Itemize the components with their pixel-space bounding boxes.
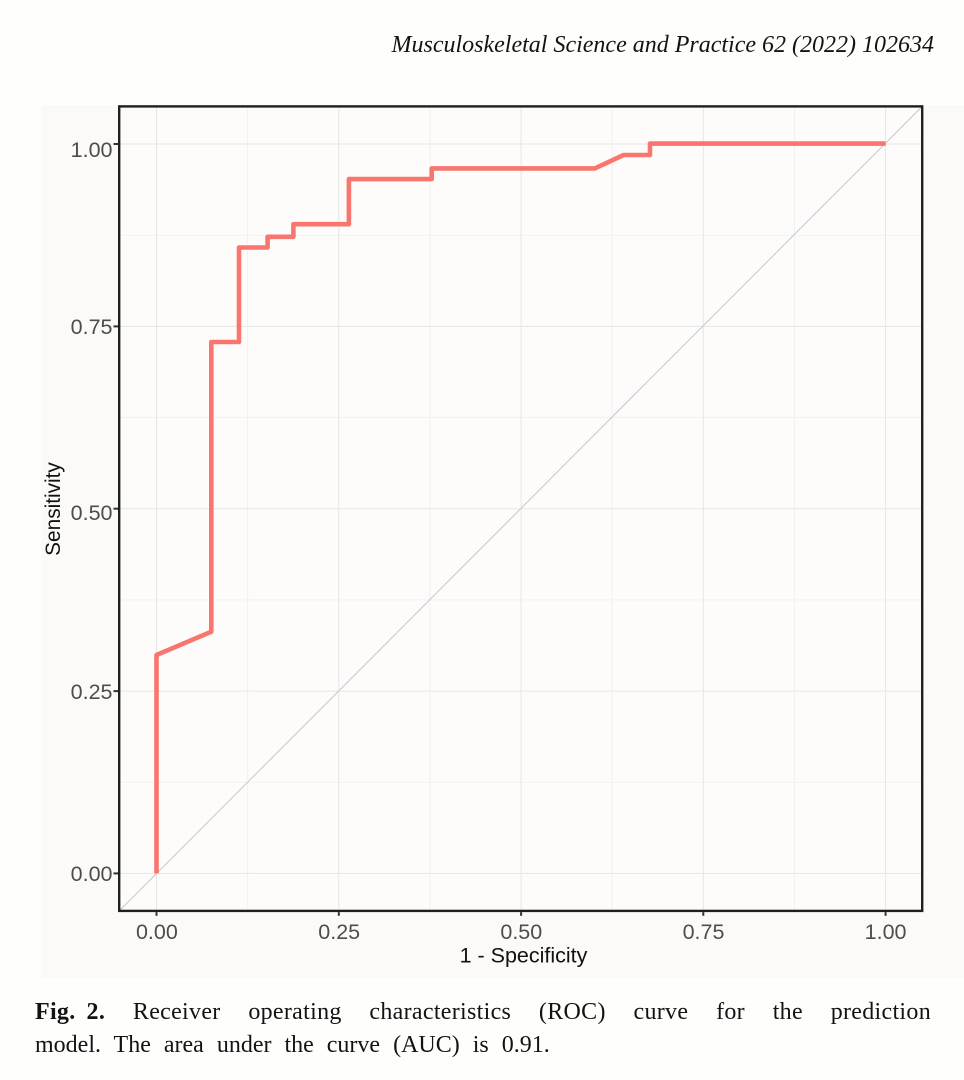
svg-text:0.50: 0.50 bbox=[500, 920, 542, 944]
svg-text:0.50: 0.50 bbox=[71, 501, 113, 525]
svg-text:1.00: 1.00 bbox=[71, 138, 113, 162]
svg-text:0.25: 0.25 bbox=[318, 920, 360, 944]
svg-text:1.00: 1.00 bbox=[865, 920, 907, 944]
svg-text:Sensitivity: Sensitivity bbox=[42, 462, 65, 556]
svg-text:1 - Specificity: 1 - Specificity bbox=[460, 943, 588, 967]
svg-text:0.00: 0.00 bbox=[71, 862, 113, 886]
svg-text:0.00: 0.00 bbox=[136, 920, 178, 944]
svg-text:0.25: 0.25 bbox=[71, 680, 113, 704]
svg-text:0.75: 0.75 bbox=[71, 315, 113, 339]
svg-text:0.75: 0.75 bbox=[683, 920, 725, 944]
